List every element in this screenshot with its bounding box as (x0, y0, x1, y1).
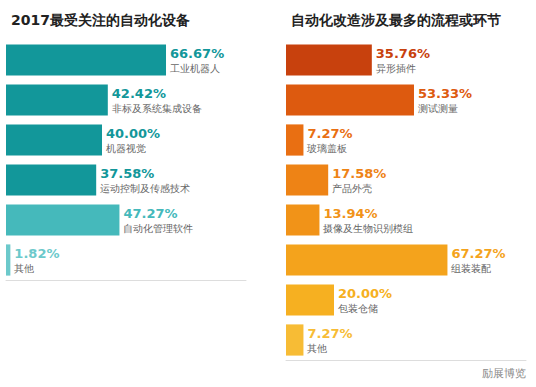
svg-text:其他: 其他 (14, 263, 34, 274)
svg-text:1.82%: 1.82% (14, 246, 59, 261)
svg-text:组装装配: 组装装配 (451, 263, 491, 274)
svg-text:自动化改造涉及最多的流程或环节: 自动化改造涉及最多的流程或环节 (291, 12, 501, 28)
svg-text:7.27%: 7.27% (307, 326, 352, 341)
svg-text:工业机器人: 工业机器人 (170, 63, 220, 74)
svg-text:运动控制及传感技术: 运动控制及传感技术 (100, 183, 190, 194)
svg-text:47.27%: 47.27% (123, 206, 177, 221)
svg-text:42.42%: 42.42% (112, 86, 166, 101)
svg-text:67.27%: 67.27% (451, 246, 505, 261)
svg-text:机器视觉: 机器视觉 (106, 143, 146, 154)
svg-text:其他: 其他 (307, 343, 327, 354)
svg-text:2017最受关注的自动化设备: 2017最受关注的自动化设备 (11, 12, 190, 28)
svg-text:产品外壳: 产品外壳 (332, 183, 372, 194)
svg-text:37.58%: 37.58% (100, 166, 154, 181)
svg-text:53.33%: 53.33% (418, 86, 472, 101)
svg-text:测试测量: 测试测量 (418, 103, 458, 114)
svg-text:玻璃盖板: 玻璃盖板 (307, 143, 347, 154)
svg-text:自动化管理软件: 自动化管理软件 (123, 223, 193, 234)
svg-text:17.58%: 17.58% (332, 166, 386, 181)
svg-text:励展博览: 励展博览 (482, 367, 526, 380)
svg-text:摄像及生物识别模组: 摄像及生物识别模组 (323, 223, 413, 234)
svg-text:13.94%: 13.94% (323, 206, 377, 221)
svg-text:66.67%: 66.67% (170, 46, 224, 61)
svg-text:非标及系统集成设备: 非标及系统集成设备 (112, 103, 202, 114)
svg-text:异形插件: 异形插件 (376, 63, 416, 74)
svg-text:40.00%: 40.00% (106, 126, 160, 141)
svg-text:20.00%: 20.00% (338, 286, 392, 301)
svg-text:35.76%: 35.76% (376, 46, 430, 61)
svg-text:包装仓储: 包装仓储 (338, 303, 378, 314)
svg-text:7.27%: 7.27% (307, 126, 352, 141)
